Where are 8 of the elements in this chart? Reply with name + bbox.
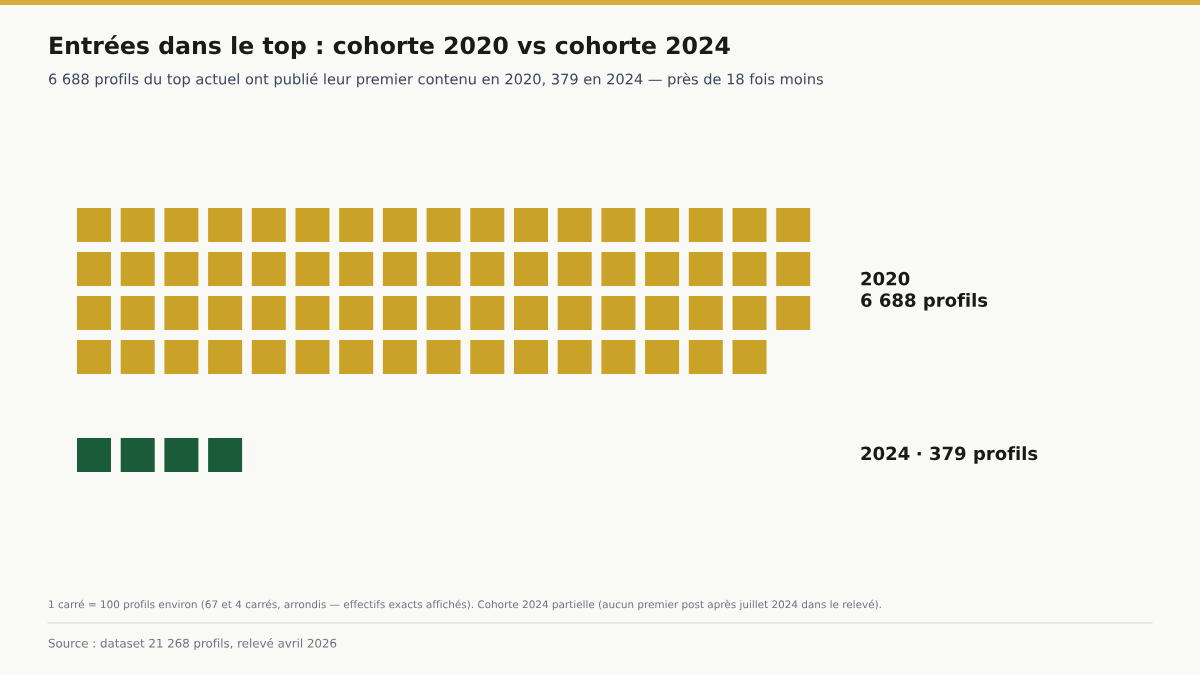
category-label: 2024: [861, 446, 910, 461]
category-label: 2020: [861, 271, 910, 286]
text: 1 carré = 100 profils environ (67 et 4 carrés, arrondis — effectifs exacts affichés). Cohorte 2024 partielle (aucun premier post après juillet 2024 dans le relevé).: [49, 599, 881, 611]
text: 6 688 profils du top actuel ont publié leur premier contenu en 2020, 379 en 2024 — près de 18 fois moins: [49, 72, 823, 88]
data-label: 6 688 profils: [861, 293, 988, 311]
data-label: · 379 profils: [917, 446, 1038, 464]
source-note: Source : dataset 21 268 profils, relevé avril 2026: [48, 638, 337, 650]
text: Entrées dans le top : cohorte 2020 vs cohorte 2024: [50, 35, 730, 59]
